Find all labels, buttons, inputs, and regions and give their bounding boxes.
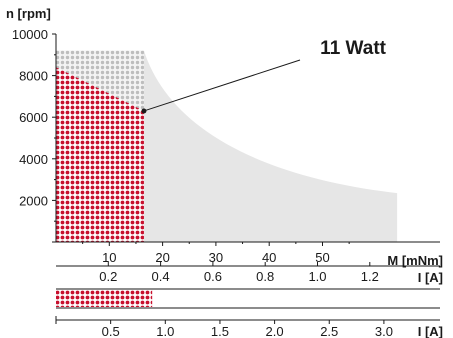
current-axis-2-ticks: 0.5 1.0 1.5 2.0 2.5 3.0	[55, 316, 393, 338]
y-tick-label: 2000	[19, 193, 48, 208]
current-2-tick-label: 0.5	[102, 324, 120, 338]
torque-tick-label: 20	[155, 250, 169, 265]
current-axis-ticks: 0.2 0.4 0.6 0.8 1.0 1.2	[99, 262, 379, 284]
current-2-tick-label: 1.5	[211, 324, 229, 338]
y-tick-label: 4000	[19, 152, 48, 167]
current-tick-label: 0.4	[152, 269, 170, 284]
y-tick-label: 10000	[12, 27, 48, 42]
annotation-label: 11 Watt	[320, 38, 386, 59]
y-axis-ticks: 2000 4000 6000 8000 10000	[12, 27, 56, 243]
current-tick-label: 0.8	[256, 269, 274, 284]
current-tick-label: 1.2	[361, 269, 379, 284]
torque-tick-label: 50	[315, 250, 329, 265]
torque-axis-title: M [mNm]	[387, 253, 443, 268]
current-tick-label: 0.6	[204, 269, 222, 284]
continuous-operation-region	[56, 67, 144, 242]
annotation-leader-line	[143, 59, 301, 112]
current-2-tick-label: 3.0	[375, 324, 393, 338]
torque-tick-label: 30	[209, 250, 223, 265]
torque-tick-label: 10	[102, 250, 116, 265]
y-tick-label: 8000	[19, 69, 48, 84]
torque-axis-ticks: 10 20 30 40 50	[82, 242, 350, 265]
y-tick-label: 6000	[19, 110, 48, 125]
annotation-point	[141, 108, 147, 114]
current-tick-label: 1.0	[308, 269, 326, 284]
current-2-tick-label: 1.0	[156, 324, 174, 338]
current-tick-label: 0.2	[99, 269, 117, 284]
current-axis-title: I [A]	[418, 270, 443, 285]
current-axis-2-title: I [A]	[418, 324, 443, 338]
current-band-fill	[56, 290, 153, 307]
current-2-tick-label: 2.0	[266, 324, 284, 338]
torque-tick-label: 40	[262, 250, 276, 265]
current-2-tick-label: 2.5	[320, 324, 338, 338]
y-axis-title: n [rpm]	[6, 6, 51, 21]
